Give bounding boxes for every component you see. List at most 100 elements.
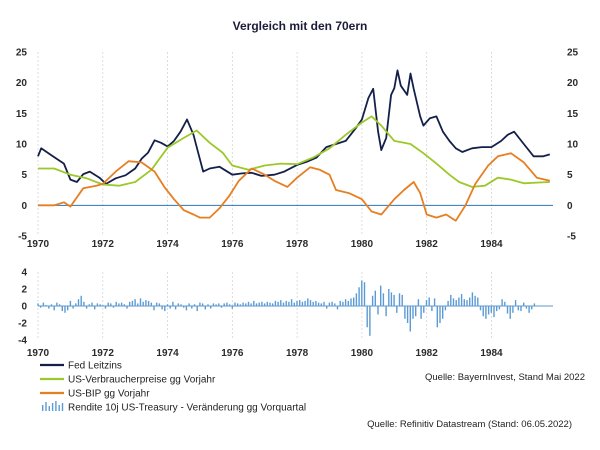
treasury-bar — [415, 306, 417, 317]
treasury-bar — [380, 285, 382, 306]
treasury-bar — [339, 300, 341, 306]
top-x-tick-label: 1978 — [286, 239, 309, 250]
treasury-bar — [269, 302, 271, 306]
top-y-tick-left: 20 — [16, 78, 28, 89]
legend-swatch-bar — [45, 402, 47, 411]
top-y-tick-left: 10 — [16, 140, 28, 151]
legend: Fed Leitzins US-Verbraucherpreise gg Vorj… — [40, 361, 306, 414]
treasury-bar — [137, 303, 139, 306]
treasury-bar — [388, 289, 390, 306]
treasury-bar — [512, 306, 514, 313]
treasury-bar — [250, 303, 252, 306]
treasury-bar — [501, 299, 503, 306]
treasury-bar — [396, 306, 398, 313]
treasury-bar — [493, 306, 495, 318]
treasury-bar — [514, 300, 517, 306]
top-y-tick-right: 25 — [567, 48, 579, 59]
treasury-bar — [288, 301, 290, 307]
bottom-x-tick-label: 1984 — [480, 348, 503, 359]
treasury-bar — [255, 303, 258, 306]
treasury-bar — [234, 302, 236, 306]
treasury-bar — [123, 304, 125, 306]
top-y-tick-left: 15 — [16, 109, 28, 120]
treasury-bar — [185, 306, 188, 311]
top-y-tick-right: -5 — [567, 232, 576, 243]
top-y-tick-right: 20 — [567, 78, 579, 89]
treasury-bar — [58, 304, 61, 306]
treasury-bar — [272, 303, 274, 306]
treasury-bar — [304, 300, 306, 306]
treasury-bar — [191, 306, 193, 309]
treasury-bar — [53, 306, 55, 311]
treasury-bar — [517, 306, 519, 311]
treasury-bar — [326, 306, 328, 309]
treasury-bar — [433, 298, 436, 306]
treasury-bar — [80, 295, 82, 306]
top-x-tick-label: 1974 — [156, 239, 179, 250]
treasury-bar — [531, 306, 533, 310]
top-x-tick-label: 1972 — [92, 239, 115, 250]
top-y-tick-right: 10 — [567, 140, 579, 151]
bottom-x-tick-label: 1970 — [27, 348, 50, 359]
top-y-tick-right: 5 — [567, 170, 573, 181]
top-x-tick-label: 1984 — [480, 239, 503, 250]
treasury-bar — [61, 306, 63, 312]
treasury-bar — [528, 306, 530, 313]
source-refinitiv: Quelle: Refinitiv Datastream (Stand: 06.… — [367, 419, 572, 430]
treasury-bar — [477, 297, 479, 306]
treasury-bar — [401, 294, 403, 306]
legend-swatch-bar — [61, 403, 64, 411]
treasury-bar — [102, 305, 104, 306]
treasury-bar — [237, 303, 239, 306]
legend-label-fed: Fed Leitzins — [68, 361, 122, 372]
treasury-bar — [110, 303, 112, 306]
treasury-bar — [471, 292, 474, 306]
treasury-bar — [166, 304, 169, 306]
treasury-bar — [96, 303, 99, 306]
treasury-bar — [299, 300, 301, 306]
top-x-tick-label: 1980 — [351, 239, 374, 250]
legend-label-cpi: US-Verbraucherpreise gg Vorjahr — [68, 375, 216, 386]
bottom-x-tick-label: 1972 — [92, 348, 115, 359]
treasury-bar — [342, 301, 344, 307]
treasury-bar — [347, 300, 349, 306]
treasury-bar — [363, 282, 366, 306]
treasury-bar — [525, 306, 528, 309]
treasury-bar — [406, 306, 409, 323]
treasury-bar — [447, 300, 449, 306]
treasury-bar — [131, 300, 134, 306]
series-line-gdp — [38, 152, 551, 222]
treasury-bar — [37, 303, 39, 306]
treasury-bar — [67, 306, 69, 311]
treasury-bar — [207, 304, 209, 306]
treasury-bar — [307, 298, 309, 306]
treasury-bar — [161, 306, 163, 310]
treasury-bar — [369, 306, 371, 336]
treasury-bar — [358, 287, 360, 306]
bottom-y-tick: -2 — [18, 319, 27, 330]
treasury-bar — [48, 306, 50, 309]
treasury-bar — [280, 300, 282, 306]
treasury-bar — [436, 306, 438, 328]
treasury-bar — [129, 301, 131, 307]
treasury-bar — [42, 302, 45, 306]
treasury-bar — [91, 302, 93, 306]
treasury-bar — [520, 306, 522, 312]
treasury-bar — [504, 301, 506, 307]
treasury-bar — [239, 304, 242, 306]
top-x-tick-label: 1970 — [27, 239, 50, 250]
treasury-bar — [523, 302, 525, 306]
treasury-bar — [431, 306, 433, 312]
treasury-bar — [331, 301, 333, 307]
treasury-bar — [174, 306, 177, 310]
treasury-bar — [210, 306, 212, 309]
treasury-bar — [266, 301, 268, 307]
treasury-bar — [223, 303, 225, 306]
treasury-bar — [350, 298, 352, 306]
top-x-tick-label: 1982 — [416, 239, 439, 250]
treasury-bar — [355, 293, 358, 307]
top-y-tick-left: 25 — [16, 48, 28, 59]
treasury-bar — [390, 292, 393, 306]
treasury-bar — [460, 294, 463, 306]
